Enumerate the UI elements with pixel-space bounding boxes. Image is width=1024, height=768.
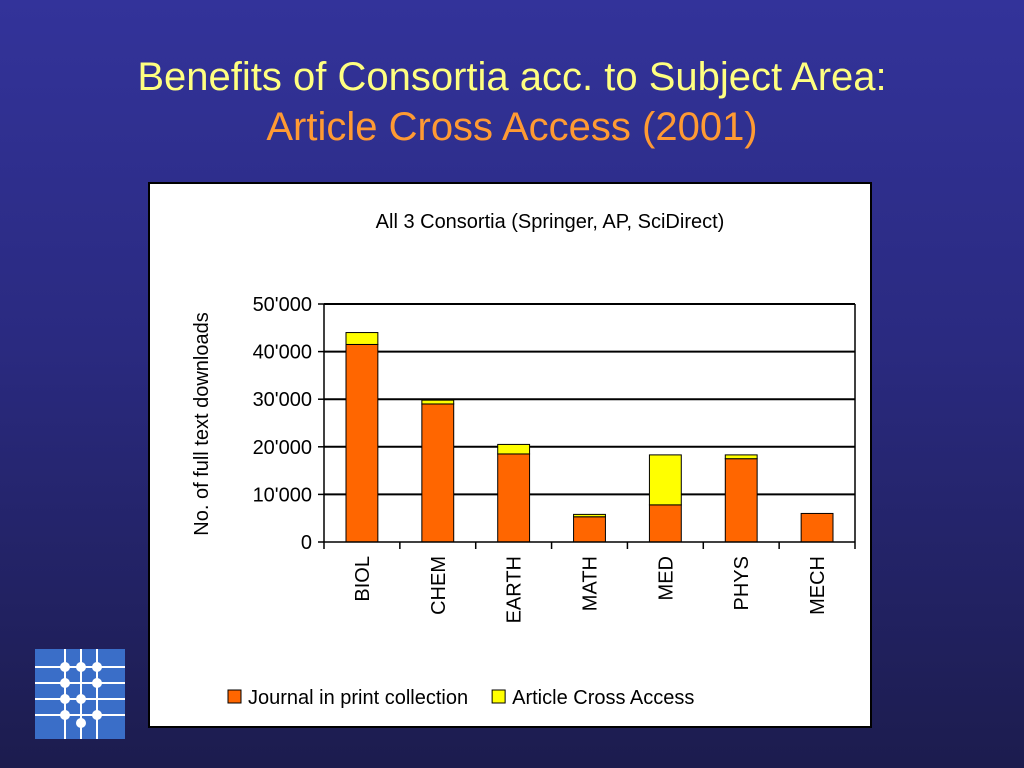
bar-segment — [648, 504, 682, 543]
y-tick-label: 0 — [301, 532, 312, 554]
y-tick-label: 30'000 — [253, 389, 312, 411]
bar-segment — [648, 454, 682, 506]
x-tick-label: PHYS — [731, 556, 753, 610]
bar-segment — [421, 403, 455, 543]
y-tick-label: 50'000 — [253, 294, 312, 316]
bar-segment — [497, 453, 531, 543]
y-tick-label: 20'000 — [253, 437, 312, 459]
bar-segment — [724, 458, 758, 543]
legend-swatch — [491, 689, 506, 704]
bar-segment — [573, 513, 606, 518]
x-tick-label: BIOL — [352, 556, 374, 602]
slide-title-line1: Benefits of Consortia acc. to Subject Ar… — [137, 55, 887, 99]
y-tick-label: 10'000 — [253, 484, 312, 506]
y-tick-label: 40'000 — [253, 342, 312, 364]
slide-title-line2: Article Cross Access (2001) — [266, 105, 758, 149]
chart-title: All 3 Consortia (Springer, AP, SciDirect… — [376, 211, 725, 233]
chart-panel: All 3 Consortia (Springer, AP, SciDirect… — [148, 182, 872, 728]
x-tick-label: CHEM — [428, 556, 450, 615]
y-axis-label: No. of full text downloads — [191, 312, 213, 535]
bar-segment — [573, 516, 606, 543]
bar-segment — [800, 512, 834, 543]
legend-swatch — [227, 689, 242, 704]
bar-segment — [345, 332, 379, 345]
bar-segment — [497, 443, 531, 455]
bar-segment — [421, 399, 455, 405]
x-tick-label: MATH — [580, 556, 602, 611]
legend-label: Journal in print collection — [248, 687, 468, 709]
x-tick-label: MECH — [807, 556, 829, 615]
x-tick-label: MED — [655, 556, 677, 600]
x-tick-label: EARTH — [504, 556, 526, 623]
bar-segment — [345, 343, 379, 543]
bar-segment — [724, 454, 758, 460]
legend-label: Article Cross Access — [512, 687, 694, 709]
stacked-bar-chart: All 3 Consortia (Springer, AP, SciDirect… — [191, 211, 856, 709]
slide-title: Benefits of Consortia acc. to Subject Ar… — [0, 52, 1024, 152]
circuit-logo-icon — [35, 649, 125, 739]
